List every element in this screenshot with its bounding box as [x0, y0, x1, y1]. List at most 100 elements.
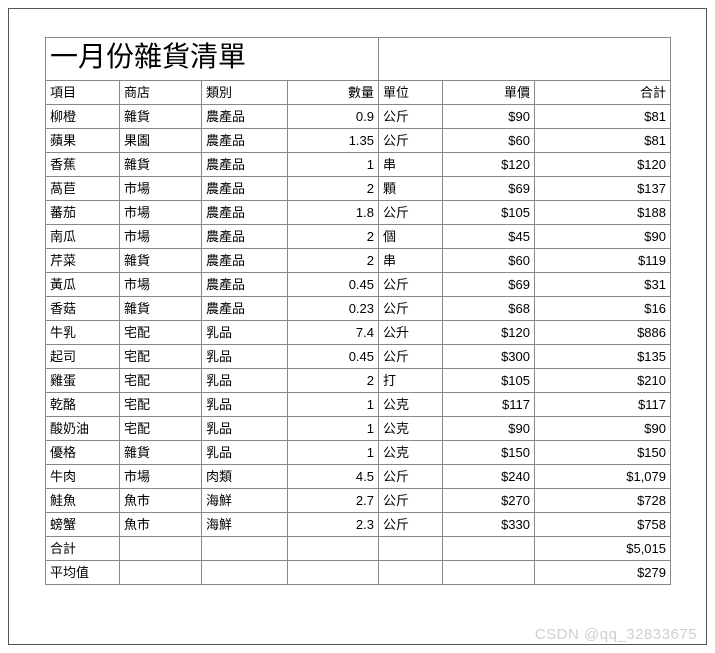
cell-qty: 0.45 — [288, 345, 379, 368]
cell-price: $120 — [443, 153, 535, 176]
summary-total: $279 — [535, 561, 671, 584]
cell-qty: 2 — [288, 177, 379, 200]
cell-price: $69 — [443, 177, 535, 200]
cell-total: $886 — [535, 321, 671, 344]
empty-cell — [120, 537, 202, 560]
table-row: 香菇雜貨農產品0.23公斤$68$16 — [46, 297, 671, 321]
table-row: 螃蟹魚市海鮮2.3公斤$330$758 — [46, 513, 671, 537]
cell-category: 海鮮 — [202, 513, 288, 536]
cell-store: 雜貨 — [120, 105, 202, 128]
cell-category: 農產品 — [202, 225, 288, 248]
table-row: 蕃茄市場農產品1.8公斤$105$188 — [46, 201, 671, 225]
cell-qty: 1 — [288, 153, 379, 176]
cell-total: $188 — [535, 201, 671, 224]
cell-store: 宅配 — [120, 393, 202, 416]
cell-item: 南瓜 — [46, 225, 120, 248]
col-header-qty: 數量 — [288, 81, 379, 104]
cell-unit: 串 — [379, 249, 443, 272]
cell-store: 宅配 — [120, 321, 202, 344]
cell-qty: 2.7 — [288, 489, 379, 512]
cell-qty: 1 — [288, 441, 379, 464]
cell-unit: 公斤 — [379, 201, 443, 224]
cell-item: 蕃茄 — [46, 201, 120, 224]
cell-price: $240 — [443, 465, 535, 488]
empty-cell — [379, 537, 443, 560]
cell-price: $68 — [443, 297, 535, 320]
summary-total: $5,015 — [535, 537, 671, 560]
cell-store: 市場 — [120, 225, 202, 248]
cell-total: $120 — [535, 153, 671, 176]
cell-item: 牛乳 — [46, 321, 120, 344]
cell-qty: 0.23 — [288, 297, 379, 320]
table-row: 牛肉市場肉類4.5公斤$240$1,079 — [46, 465, 671, 489]
cell-unit: 公克 — [379, 417, 443, 440]
cell-store: 果園 — [120, 129, 202, 152]
cell-total: $90 — [535, 417, 671, 440]
cell-qty: 0.45 — [288, 273, 379, 296]
cell-category: 農產品 — [202, 297, 288, 320]
cell-category: 農產品 — [202, 153, 288, 176]
cell-store: 雜貨 — [120, 249, 202, 272]
cell-item: 芹菜 — [46, 249, 120, 272]
cell-unit: 打 — [379, 369, 443, 392]
cell-unit: 公斤 — [379, 129, 443, 152]
cell-store: 宅配 — [120, 417, 202, 440]
summary-row: 合計$5,015 — [46, 537, 671, 561]
table-row: 蘋果果園農產品1.35公斤$60$81 — [46, 129, 671, 153]
cell-category: 肉類 — [202, 465, 288, 488]
table-row: 香蕉雜貨農產品1串$120$120 — [46, 153, 671, 177]
cell-qty: 1 — [288, 417, 379, 440]
cell-item: 香菇 — [46, 297, 120, 320]
cell-unit: 公克 — [379, 441, 443, 464]
cell-unit: 串 — [379, 153, 443, 176]
title-spacer — [379, 38, 670, 80]
cell-store: 宅配 — [120, 369, 202, 392]
cell-category: 乳品 — [202, 417, 288, 440]
table-row: 鮭魚魚市海鮮2.7公斤$270$728 — [46, 489, 671, 513]
cell-unit: 公克 — [379, 393, 443, 416]
cell-price: $60 — [443, 249, 535, 272]
cell-category: 乳品 — [202, 321, 288, 344]
cell-store: 雜貨 — [120, 297, 202, 320]
empty-cell — [120, 561, 202, 584]
table-row: 南瓜市場農產品2個$45$90 — [46, 225, 671, 249]
cell-store: 雜貨 — [120, 441, 202, 464]
cell-item: 鮭魚 — [46, 489, 120, 512]
cell-category: 農產品 — [202, 201, 288, 224]
cell-qty: 1.8 — [288, 201, 379, 224]
cell-price: $45 — [443, 225, 535, 248]
cell-unit: 個 — [379, 225, 443, 248]
cell-total: $758 — [535, 513, 671, 536]
cell-store: 魚市 — [120, 513, 202, 536]
cell-total: $135 — [535, 345, 671, 368]
watermark-text: CSDN @qq_32833675 — [535, 626, 697, 643]
cell-item: 香蕉 — [46, 153, 120, 176]
cell-price: $105 — [443, 369, 535, 392]
table-summary: 合計$5,015平均值$279 — [46, 537, 671, 585]
cell-total: $81 — [535, 105, 671, 128]
cell-qty: 2 — [288, 249, 379, 272]
cell-store: 市場 — [120, 201, 202, 224]
empty-cell — [443, 561, 535, 584]
cell-category: 海鮮 — [202, 489, 288, 512]
empty-cell — [443, 537, 535, 560]
cell-qty: 4.5 — [288, 465, 379, 488]
cell-price: $90 — [443, 105, 535, 128]
table-row: 牛乳宅配乳品7.4公升$120$886 — [46, 321, 671, 345]
document-frame: 一月份雜貨清單 項目 商店 類別 數量 單位 單價 合計 柳橙雜貨農產品0.9公… — [8, 8, 707, 645]
cell-category: 農產品 — [202, 273, 288, 296]
table-row: 起司宅配乳品0.45公斤$300$135 — [46, 345, 671, 369]
cell-qty: 2.3 — [288, 513, 379, 536]
empty-cell — [288, 561, 379, 584]
col-header-category: 類別 — [202, 81, 288, 104]
cell-store: 宅配 — [120, 345, 202, 368]
summary-row: 平均值$279 — [46, 561, 671, 585]
cell-total: $150 — [535, 441, 671, 464]
empty-cell — [202, 561, 288, 584]
table-row: 優格雜貨乳品1公克$150$150 — [46, 441, 671, 465]
cell-price: $330 — [443, 513, 535, 536]
cell-item: 雞蛋 — [46, 369, 120, 392]
cell-item: 牛肉 — [46, 465, 120, 488]
cell-unit: 公斤 — [379, 297, 443, 320]
table-row: 萵苣市場農產品2顆$69$137 — [46, 177, 671, 201]
